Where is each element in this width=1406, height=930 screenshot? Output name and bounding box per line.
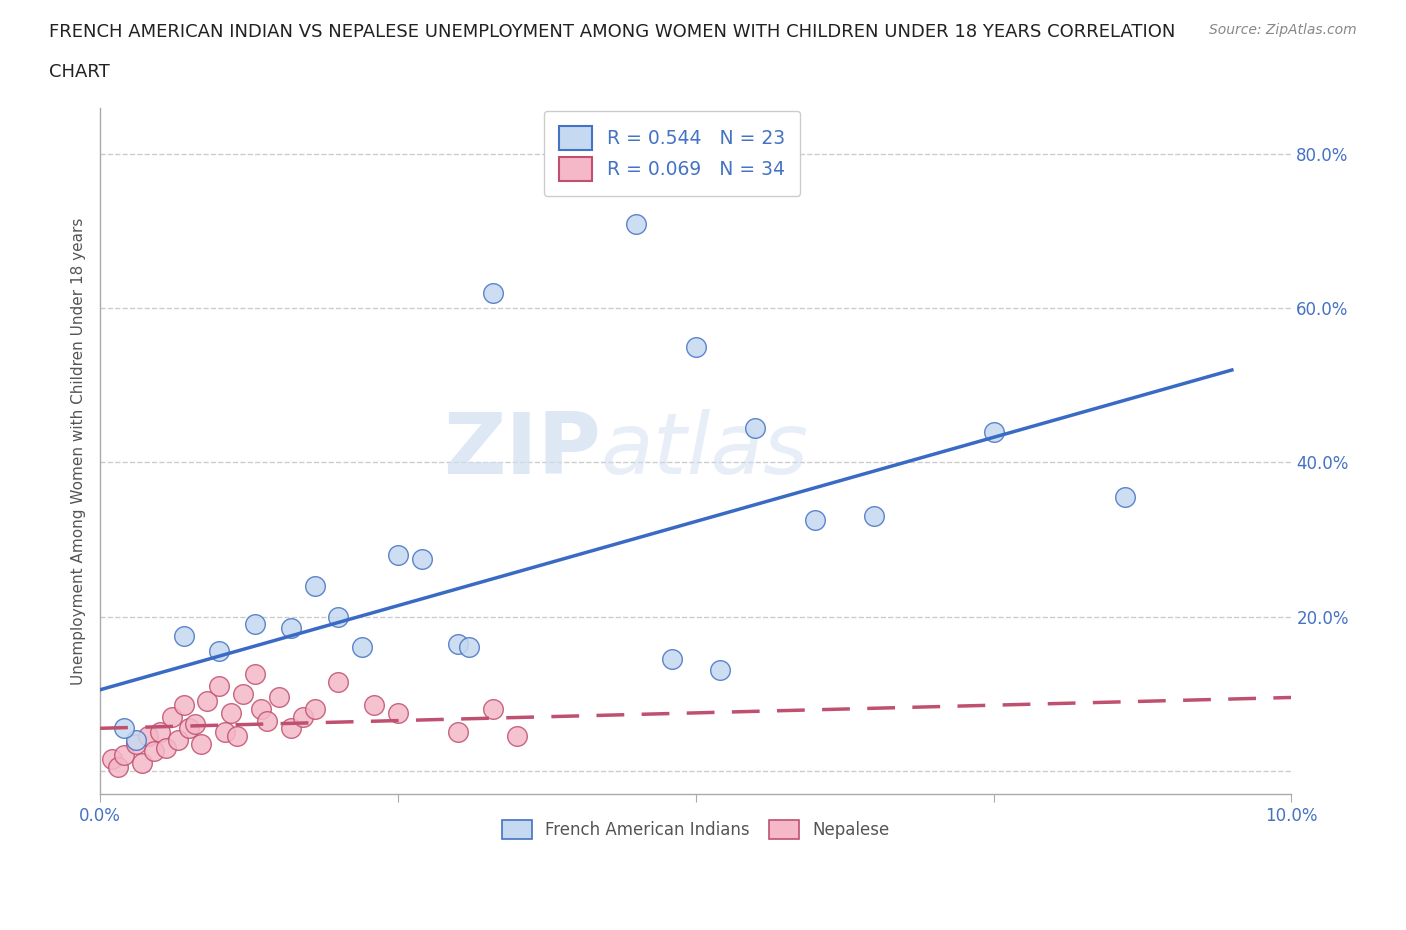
Point [387, 548, 409, 563]
Point [256, 713, 278, 728]
Text: atlas: atlas [600, 409, 808, 492]
Point [291, 710, 314, 724]
Point [387, 706, 409, 721]
Point [280, 620, 302, 635]
Point [166, 733, 188, 748]
Point [363, 698, 385, 712]
Text: Source: ZipAtlas.com: Source: ZipAtlas.com [1209, 23, 1357, 37]
Point [626, 216, 648, 231]
Point [804, 512, 827, 527]
Point [214, 724, 236, 739]
Point [173, 698, 195, 712]
Point [685, 339, 707, 354]
Point [112, 721, 135, 736]
Point [1114, 490, 1136, 505]
Point [125, 733, 148, 748]
Point [208, 679, 231, 694]
Point [446, 636, 468, 651]
Point [184, 717, 207, 732]
Point [304, 701, 326, 716]
Point [219, 706, 242, 721]
Point [446, 724, 468, 739]
Point [173, 629, 195, 644]
Point [328, 674, 350, 689]
Point [243, 617, 266, 631]
Point [304, 578, 326, 593]
Point [744, 420, 766, 435]
Point [107, 760, 129, 775]
Point [149, 724, 172, 739]
Point [328, 609, 350, 624]
Point [160, 710, 183, 724]
Point [661, 652, 683, 667]
Point [983, 424, 1005, 439]
Point [267, 690, 290, 705]
Legend: French American Indians, Nepalese: French American Indians, Nepalese [494, 811, 898, 847]
Point [250, 701, 273, 716]
Point [232, 686, 254, 701]
Point [709, 663, 731, 678]
Y-axis label: Unemployment Among Women with Children Under 18 years: Unemployment Among Women with Children U… [72, 218, 86, 684]
Point [190, 737, 212, 751]
Point [179, 721, 201, 736]
Point [136, 728, 159, 743]
Point [482, 286, 505, 300]
Point [280, 721, 302, 736]
Point [125, 737, 148, 751]
Point [863, 509, 886, 524]
Point [243, 667, 266, 682]
Point [131, 755, 153, 770]
Point [208, 644, 231, 658]
Point [112, 748, 135, 763]
Point [226, 728, 249, 743]
Point [142, 744, 165, 759]
Text: FRENCH AMERICAN INDIAN VS NEPALESE UNEMPLOYMENT AMONG WOMEN WITH CHILDREN UNDER : FRENCH AMERICAN INDIAN VS NEPALESE UNEMP… [49, 23, 1175, 41]
Point [482, 701, 505, 716]
Point [101, 751, 124, 766]
Point [506, 728, 529, 743]
Point [195, 694, 218, 709]
Point [352, 640, 374, 655]
Point [411, 551, 433, 566]
Point [458, 640, 481, 655]
Point [155, 740, 177, 755]
Text: CHART: CHART [49, 63, 110, 81]
Text: ZIP: ZIP [443, 409, 600, 492]
